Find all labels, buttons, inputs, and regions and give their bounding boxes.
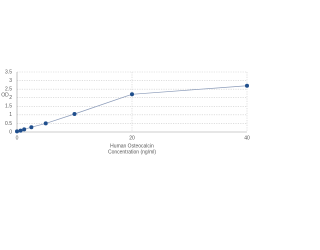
data-point	[43, 121, 48, 126]
data-point	[245, 83, 249, 88]
data-point	[15, 129, 19, 134]
x-axis-label: Concentration (ng/ml)	[108, 149, 156, 155]
y-tick-label: 3.5	[5, 69, 12, 75]
y-tick-label: 2	[9, 95, 12, 101]
x-tick-label: 0	[16, 135, 19, 141]
y-tick-label: 1.5	[5, 104, 12, 110]
data-point	[22, 127, 27, 132]
x-tick-label: 20	[129, 135, 135, 141]
x-tick-label: 40	[244, 135, 250, 141]
data-point	[72, 112, 77, 116]
y-tick-label: 0.5	[5, 121, 12, 127]
chart: OD Human Osteocalcin Concentration (ng/m…	[1, 69, 250, 155]
data-point	[130, 92, 134, 97]
y-tick-label: 1	[9, 112, 12, 118]
data-point	[18, 128, 23, 133]
y-tick-label: 0	[9, 129, 12, 135]
y-tick-label: 3	[9, 78, 12, 84]
data-point	[29, 125, 34, 130]
y-tick-label: 2.5	[5, 86, 12, 92]
x-axis-label: Human Osteocalcin	[110, 143, 154, 149]
y-axis-label: OD	[1, 92, 9, 98]
